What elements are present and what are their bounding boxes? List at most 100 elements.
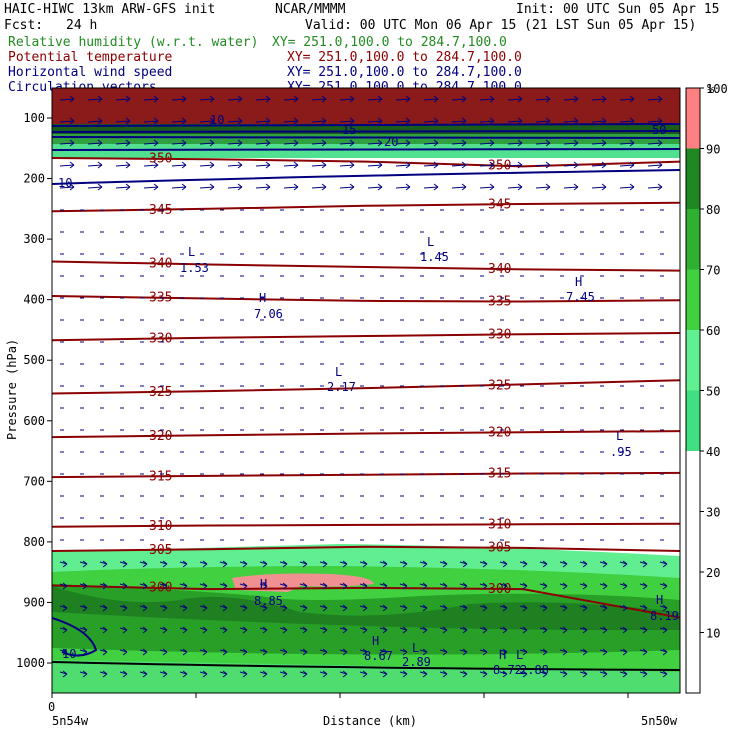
extremum-value: 1.53 bbox=[180, 261, 209, 275]
circulation-vector-head bbox=[442, 560, 448, 568]
extremum-value: 2.89 bbox=[402, 655, 431, 669]
circulation-vector-head bbox=[582, 626, 588, 634]
circulation-vector bbox=[227, 120, 243, 123]
circulation-vector-head bbox=[622, 626, 628, 634]
circulation-vector bbox=[255, 120, 271, 123]
circulation-vector-head bbox=[82, 626, 88, 634]
circulation-vector bbox=[339, 186, 355, 189]
circulation-vector-head bbox=[122, 582, 128, 590]
y-axis: 100 200 300 400 500 600 700 800 900 1000 bbox=[16, 111, 52, 670]
wind-label-50: 50 bbox=[652, 123, 666, 137]
circulation-vector-head bbox=[629, 183, 635, 191]
circulation-vector-head bbox=[433, 95, 439, 103]
circulation-vector bbox=[507, 120, 523, 123]
extremum-kind: L bbox=[427, 235, 434, 249]
circulation-vector-head bbox=[517, 95, 523, 103]
rh-fill-upper-70 bbox=[52, 134, 680, 144]
colorbar-tick-label: 100 bbox=[706, 82, 728, 96]
extremum-kind: H bbox=[259, 291, 266, 305]
circulation-vector bbox=[283, 186, 299, 189]
circulation-vector-head bbox=[182, 582, 188, 590]
circulation-vector-head bbox=[402, 582, 408, 590]
circulation-vector-head bbox=[237, 183, 243, 191]
circulation-vector-head bbox=[405, 117, 411, 125]
extremum-value: 8.72 bbox=[493, 663, 522, 677]
circulation-vector-head bbox=[142, 582, 148, 590]
circulation-vector-head bbox=[542, 626, 548, 634]
x-axis bbox=[51, 693, 629, 698]
circulation-vector-head bbox=[629, 139, 635, 147]
circulation-vector bbox=[647, 120, 663, 123]
circulation-vector-head bbox=[462, 582, 468, 590]
colorbar-swatch bbox=[686, 148, 700, 209]
circulation-vector bbox=[563, 186, 579, 189]
extremum-kind: L bbox=[616, 429, 623, 443]
circulation-vector bbox=[395, 164, 411, 167]
circulation-vector-head bbox=[342, 648, 348, 656]
circulation-vector-head bbox=[662, 626, 668, 634]
circulation-vector-head bbox=[349, 95, 355, 103]
circulation-vector bbox=[423, 186, 439, 189]
circulation-vector bbox=[423, 98, 439, 101]
circulation-vector-head bbox=[545, 139, 551, 147]
circulation-vector-head bbox=[489, 117, 495, 125]
circulation-vector-head bbox=[629, 95, 635, 103]
circulation-vector-head bbox=[282, 560, 288, 568]
circulation-vector-head bbox=[182, 560, 188, 568]
circulation-vector bbox=[647, 98, 663, 101]
circulation-vector-head bbox=[62, 582, 68, 590]
extremum-value: 7.06 bbox=[254, 307, 283, 321]
circulation-vector-head bbox=[502, 670, 508, 678]
circulation-vector-head bbox=[125, 117, 131, 125]
circulation-vector-head bbox=[662, 560, 668, 568]
circulation-vector bbox=[451, 164, 467, 167]
wind-label-10b: 10 bbox=[58, 176, 72, 190]
circulation-vector bbox=[619, 98, 635, 101]
circulation-vector-head bbox=[69, 183, 75, 191]
circulation-vector-head bbox=[202, 604, 208, 612]
circulation-vector bbox=[143, 120, 159, 123]
circulation-vector-head bbox=[433, 139, 439, 147]
extrema-markers: L 1.53 L 1.45 H 7.06 H 7.45 L 2.17 L .95… bbox=[180, 235, 679, 677]
circulation-vector-head bbox=[202, 670, 208, 678]
circulation-vector-head bbox=[562, 648, 568, 656]
circulation-vector-head bbox=[321, 95, 327, 103]
circulation-vector bbox=[199, 186, 215, 189]
circulation-vector-head bbox=[502, 626, 508, 634]
circulation-vector-head bbox=[433, 117, 439, 125]
theta-contour-label: 320 bbox=[149, 429, 172, 444]
circulation-vector-head bbox=[222, 648, 228, 656]
wind-label-10c: 10 bbox=[62, 647, 76, 661]
circulation-vector-head bbox=[462, 604, 468, 612]
circulation-vector-head bbox=[402, 626, 408, 634]
circulation-vector-head bbox=[82, 582, 88, 590]
theta-contour-label: 305 bbox=[488, 541, 511, 556]
circulation-vector-head bbox=[321, 117, 327, 125]
circulation-vector-head bbox=[153, 95, 159, 103]
circulation-vector-head bbox=[545, 161, 551, 169]
colorbar-tick-label: 70 bbox=[706, 264, 720, 278]
circulation-vector bbox=[507, 164, 523, 167]
circulation-vector-head bbox=[262, 560, 268, 568]
circulation-vector-head bbox=[182, 670, 188, 678]
circulation-vector-head bbox=[153, 139, 159, 147]
theta-contour-line bbox=[52, 584, 680, 619]
circulation-vector bbox=[367, 186, 383, 189]
circulation-vector bbox=[563, 98, 579, 101]
circulation-vector-head bbox=[601, 161, 607, 169]
x-right-label: 5n50w bbox=[641, 714, 678, 728]
circulation-vector-head bbox=[377, 95, 383, 103]
colorbar-tick-label: 60 bbox=[706, 324, 720, 338]
circulation-vector-head bbox=[142, 648, 148, 656]
circulation-vector-head bbox=[657, 161, 663, 169]
theta-contour-label: 350 bbox=[149, 152, 172, 167]
circulation-vector-head bbox=[482, 626, 488, 634]
circulation-vector-head bbox=[321, 161, 327, 169]
circulation-vector-head bbox=[362, 648, 368, 656]
circulation-vector-head bbox=[262, 604, 268, 612]
circulation-vector-head bbox=[642, 648, 648, 656]
circulation-vector-head bbox=[382, 670, 388, 678]
circulation-vector-head bbox=[382, 582, 388, 590]
circulation-vector-head bbox=[642, 560, 648, 568]
wind-label-20: 20 bbox=[384, 135, 398, 149]
